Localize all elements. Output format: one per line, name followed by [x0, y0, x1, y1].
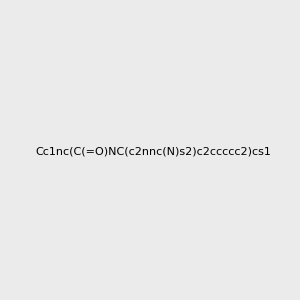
Text: Cc1nc(C(=O)NC(c2nnc(N)s2)c2ccccc2)cs1: Cc1nc(C(=O)NC(c2nnc(N)s2)c2ccccc2)cs1 [36, 146, 272, 157]
